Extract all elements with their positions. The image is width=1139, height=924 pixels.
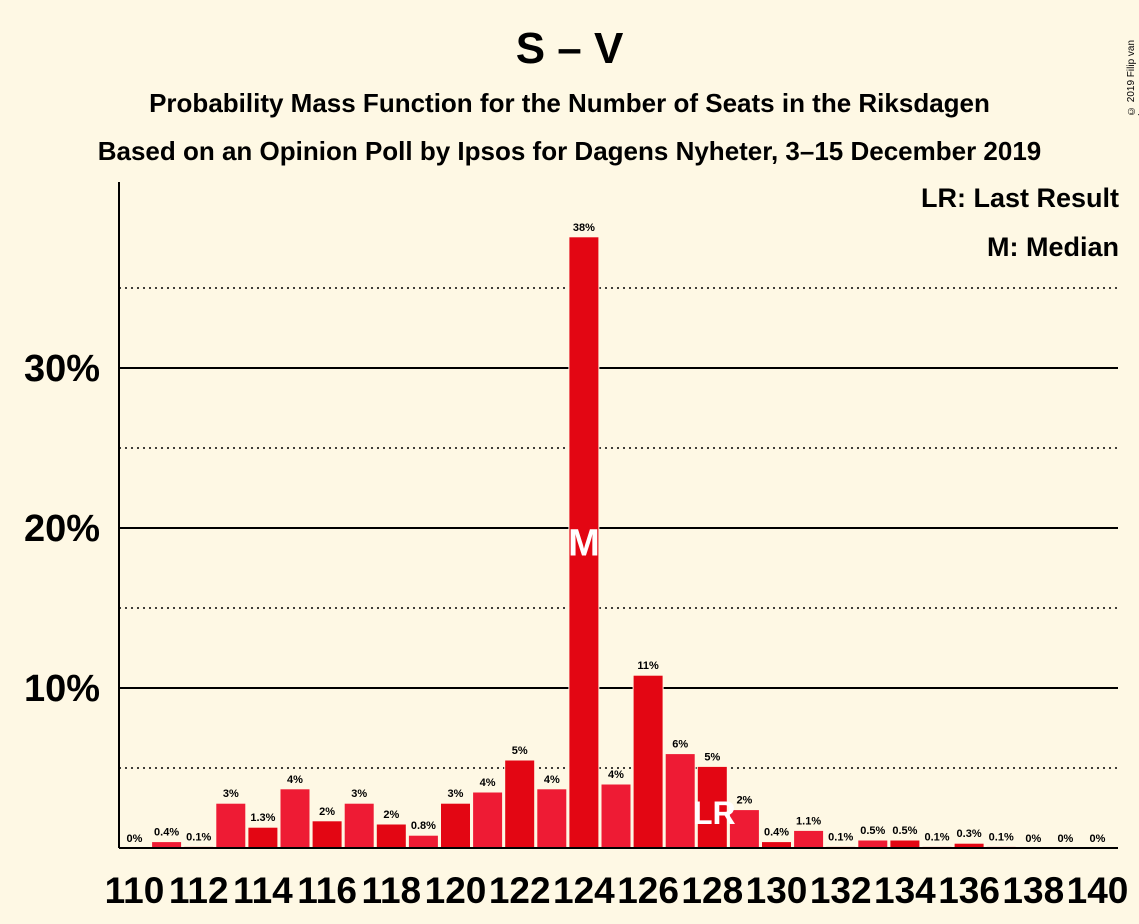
y-tick-label: 10%: [24, 668, 100, 710]
x-tick-label: 132: [810, 870, 872, 911]
x-tick-label: 138: [1002, 870, 1064, 911]
chart-subtitle-2: Based on an Opinion Poll by Ipsos for Da…: [97, 136, 1042, 166]
chart-subtitle-1: Probability Mass Function for the Number…: [149, 88, 990, 118]
x-tick-label: 140: [1067, 870, 1129, 911]
x-tick-label: 134: [874, 870, 936, 911]
data-label: 0.8%: [411, 820, 436, 832]
bar: [215, 802, 247, 849]
data-label: 0.4%: [154, 827, 179, 839]
bar: [600, 783, 632, 849]
data-label: 4%: [480, 777, 496, 789]
bar: [504, 759, 536, 849]
x-tick-label: 112: [169, 870, 229, 911]
data-label: 4%: [287, 774, 303, 786]
bar: [664, 753, 696, 849]
x-tick-label: 118: [361, 870, 421, 911]
data-label: 3%: [223, 788, 239, 800]
data-label: 1.1%: [796, 815, 821, 827]
data-label: 0.5%: [860, 825, 885, 837]
bar: [536, 788, 568, 849]
chart-title: S – V: [515, 24, 624, 73]
bar: [696, 765, 728, 849]
bar: [343, 802, 375, 849]
data-label: 4%: [608, 769, 624, 781]
bar: [568, 236, 600, 849]
data-label: 0%: [1090, 833, 1106, 845]
data-label: 38%: [573, 222, 595, 234]
data-label: 3%: [351, 788, 367, 800]
y-tick-label: 30%: [24, 348, 100, 390]
bar: [889, 839, 921, 849]
x-tick-label: 128: [681, 870, 743, 911]
bar: [793, 829, 825, 849]
x-tick-label: 136: [938, 870, 1000, 911]
data-label: 0%: [127, 833, 143, 845]
data-label: 2%: [736, 795, 752, 807]
data-label: 2%: [319, 806, 335, 818]
x-tick-label: 124: [553, 870, 615, 911]
data-label: 0.5%: [892, 825, 917, 837]
bar: [311, 820, 343, 849]
data-label: 0.1%: [989, 831, 1014, 843]
data-label: 0.3%: [957, 828, 982, 840]
data-label: 3%: [448, 788, 464, 800]
x-tick-label: 130: [746, 870, 808, 911]
data-label: 2%: [383, 809, 399, 821]
data-label: 6%: [672, 739, 688, 751]
legend-median: M: Median: [987, 232, 1119, 262]
data-label: 0.1%: [186, 831, 211, 843]
bar: [472, 791, 504, 849]
legend-last-result: LR: Last Result: [920, 183, 1119, 213]
bar: [247, 826, 279, 849]
data-label: 5%: [512, 745, 528, 757]
data-label: 0.1%: [924, 831, 949, 843]
bar: [407, 834, 439, 849]
median-marker: M: [568, 522, 600, 564]
x-tick-label: 110: [105, 870, 165, 911]
x-tick-label: 126: [617, 870, 679, 911]
data-label: 0%: [1057, 833, 1073, 845]
data-label: 4%: [544, 774, 560, 786]
bar: [440, 802, 471, 849]
bar: [279, 788, 311, 849]
x-tick-label: 116: [297, 870, 357, 911]
bar: [375, 823, 407, 849]
data-label: 0%: [1025, 833, 1041, 845]
bar: [728, 809, 760, 849]
data-label: 0.1%: [828, 831, 853, 843]
x-tick-label: 122: [489, 870, 551, 911]
x-tick-label: 120: [425, 870, 487, 911]
last-result-marker: LR: [693, 795, 736, 831]
bar: [857, 839, 889, 849]
data-label: 11%: [637, 660, 659, 672]
data-label: 1.3%: [250, 812, 275, 824]
data-label: 0.4%: [764, 827, 789, 839]
y-tick-label: 20%: [24, 508, 100, 550]
bar: [632, 674, 664, 849]
data-label: 5%: [704, 751, 720, 763]
x-tick-label: 114: [233, 870, 293, 911]
